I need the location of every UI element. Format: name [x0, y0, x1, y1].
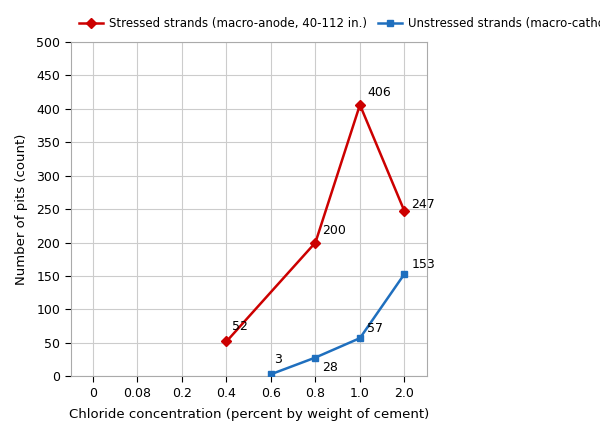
- Text: 57: 57: [367, 322, 383, 335]
- Y-axis label: Number of pits (count): Number of pits (count): [15, 133, 28, 285]
- Stressed strands (macro-anode, 40-112 in.): [401, 208, 408, 214]
- Unstressed strands (macro-cathode, 36-112 in.): [312, 355, 319, 360]
- Text: 247: 247: [412, 198, 435, 211]
- Line: Stressed strands (macro-anode, 40-112 in.): Stressed strands (macro-anode, 40-112 in…: [223, 101, 408, 345]
- Text: 200: 200: [322, 224, 346, 237]
- Text: 406: 406: [367, 86, 391, 99]
- Legend: Stressed strands (macro-anode, 40-112 in.), Unstressed strands (macro-cathode, 3: Stressed strands (macro-anode, 40-112 in…: [77, 15, 600, 33]
- Stressed strands (macro-anode, 40-112 in.): [223, 339, 230, 344]
- X-axis label: Chloride concentration (percent by weight of cement): Chloride concentration (percent by weigh…: [68, 408, 429, 421]
- Unstressed strands (macro-cathode, 36-112 in.): [356, 336, 364, 341]
- Text: 153: 153: [412, 258, 435, 271]
- Stressed strands (macro-anode, 40-112 in.): [312, 240, 319, 245]
- Text: 3: 3: [274, 353, 281, 366]
- Stressed strands (macro-anode, 40-112 in.): [356, 102, 364, 107]
- Text: 52: 52: [232, 320, 248, 333]
- Unstressed strands (macro-cathode, 36-112 in.): [268, 371, 275, 377]
- Text: 28: 28: [322, 361, 338, 374]
- Line: Unstressed strands (macro-cathode, 36-112 in.): Unstressed strands (macro-cathode, 36-11…: [268, 270, 408, 378]
- Unstressed strands (macro-cathode, 36-112 in.): [401, 271, 408, 276]
